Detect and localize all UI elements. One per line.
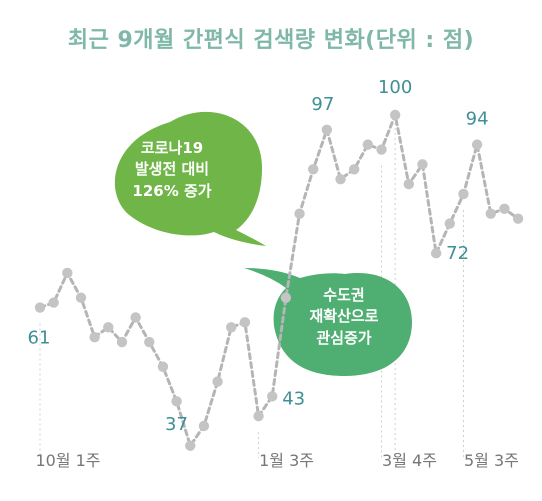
x-tick-label: 3월 4주 [382,451,437,470]
data-point [171,396,182,407]
x-tick-label: 5월 3주 [464,451,519,470]
series-line [38,109,520,450]
callout-capital-line-3: 관심증가 [316,328,372,347]
data-point [471,139,483,150]
data-point [308,164,319,175]
data-point [89,331,100,343]
data-point [403,178,415,190]
data-point [294,208,305,219]
data-markers [34,109,524,451]
data-point [75,292,87,303]
value-label: 37 [165,414,188,435]
data-point [512,213,524,224]
x-tick-label: 10월 1주 [35,451,100,470]
data-point [485,208,496,219]
callout-covid-text: 코로나19 발생전 대비 126% 증가 [112,138,232,202]
value-label: 94 [466,109,489,130]
callout-capital-line-2: 재확산으로 [309,307,379,326]
data-point [430,248,442,259]
data-point [362,139,374,150]
data-point [62,267,73,279]
data-point [48,297,59,308]
data-point [226,322,237,333]
x-tick-label: 1월 3주 [259,451,314,470]
callout-bubble-covid [114,111,266,246]
data-point [253,410,264,422]
data-point [458,188,469,200]
data-point [130,312,141,323]
data-point [335,173,346,185]
data-point [280,292,292,303]
data-point [157,361,169,372]
data-point [267,391,278,402]
data-point [185,440,196,451]
data-point [144,336,155,348]
data-point [116,336,128,348]
data-point [212,376,223,387]
data-point [198,420,210,432]
data-point [444,218,455,229]
callout-capital-text: 수도권 재확산으로 관심증가 [284,285,404,349]
data-point [417,159,428,170]
chart-title: 최근 9개월 간편식 검색량 변화(단위 : 점) [67,28,475,53]
data-point [389,109,401,121]
value-label: 43 [282,388,305,409]
data-point [499,203,510,214]
callout-covid-line-3: 126% 증가 [132,181,212,200]
data-point [34,302,46,313]
callout-capital-line-1: 수도권 [323,286,365,304]
data-point [348,164,360,175]
data-point [239,317,251,328]
callout-covid-line-2: 발생전 대비 [134,160,210,179]
callout-covid-line-1: 코로나19 [140,139,204,157]
data-point [103,322,114,333]
value-label: 61 [28,328,51,349]
data-point [376,144,387,155]
value-labels: 61 37 43 97 100 72 94 [28,77,489,435]
value-label: 97 [311,94,334,115]
data-point [321,124,333,136]
value-label: 100 [378,77,412,98]
x-axis-labels: 10월 1주 1월 3주 3월 4주 5월 3주 [35,451,518,470]
value-label: 72 [446,243,469,264]
series-line-group [38,109,520,450]
